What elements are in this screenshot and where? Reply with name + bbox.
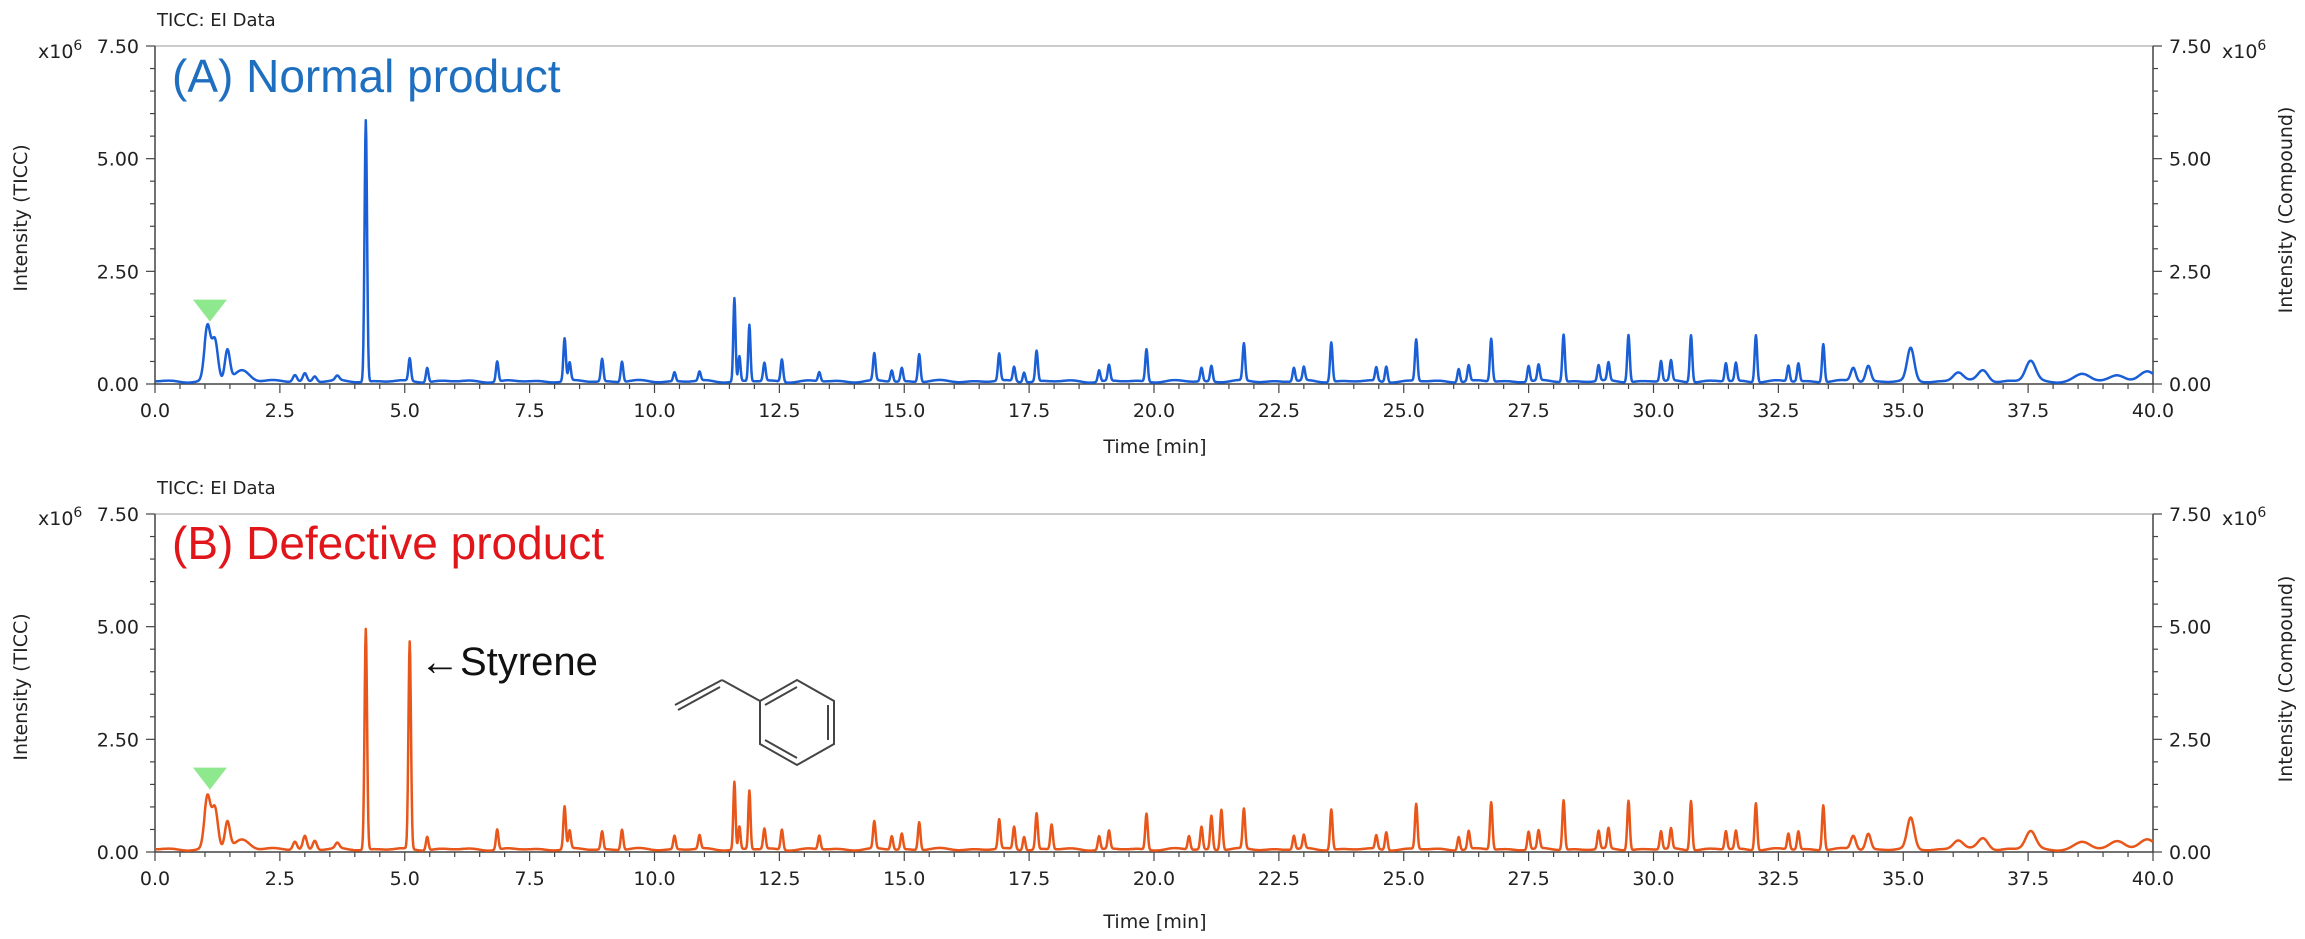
x-tick-label: 27.5: [1507, 868, 1549, 890]
x-tick-label: 22.5: [1258, 868, 1300, 890]
ring-double-bond: [764, 686, 798, 706]
y-multiplier-left: x106: [38, 505, 82, 530]
y-tick-label-right: 2.50: [2169, 261, 2211, 283]
y-tick-label-right: 0.00: [2169, 842, 2211, 864]
benzene-ring: [759, 678, 835, 767]
green-triangle-marker: [192, 767, 227, 790]
y-multiplier-left: x106: [38, 38, 82, 63]
x-tick-label: 37.5: [2007, 400, 2049, 422]
y-multiplier-right: x106: [2222, 38, 2266, 63]
x-tick-label: 22.5: [1258, 400, 1300, 422]
y-tick-label-left: 5.00: [97, 617, 139, 639]
green-triangle-marker: [192, 299, 227, 322]
y-axis-title-left: Intensity (TICC): [10, 144, 32, 291]
y-tick-label-left: 7.50: [97, 504, 139, 526]
y-multiplier-right: x106: [2222, 505, 2266, 530]
y-multiplier-base: x10: [2222, 41, 2257, 63]
x-tick-label: 25.0: [1383, 868, 1425, 890]
vinyl-double-bond: [674, 679, 723, 706]
x-axis-title: Time [min]: [1102, 436, 1206, 458]
y-multiplier-base: x10: [38, 41, 73, 63]
chart-b-svg: TICC: EI Data (B) Defective product x106…: [10, 478, 2297, 933]
x-tick-label: 35.0: [1882, 868, 1924, 890]
y-tick-label-right: 5.00: [2169, 617, 2211, 639]
y-tick-label-left: 2.50: [97, 729, 139, 751]
x-tick-label: 0.0: [140, 868, 170, 890]
series-line: [154, 627, 2154, 852]
chart-title: (B) Defective product: [172, 517, 604, 569]
y-multiplier-exponent: 6: [73, 38, 82, 54]
y-axis-title-right: Intensity (Compound): [2275, 107, 2297, 314]
x-tick-label: 12.5: [758, 400, 800, 422]
x-tick-label: 5.0: [390, 400, 420, 422]
y-tick-label-right: 0.00: [2169, 374, 2211, 396]
x-tick-label: 20.0: [1133, 868, 1175, 890]
x-tick-label: 32.5: [1757, 400, 1799, 422]
styrene-structure-icon: [674, 678, 835, 767]
styrene-annotation: ←Styrene: [420, 640, 598, 684]
y-tick-label-left: 7.50: [97, 36, 139, 58]
y-tick-label-left: 0.00: [97, 842, 139, 864]
x-tick-label: 15.0: [883, 400, 925, 422]
x-tick-label: 0.0: [140, 400, 170, 422]
y-axis-title-left: Intensity (TICC): [10, 613, 32, 760]
y-tick-label-right: 7.50: [2169, 504, 2211, 526]
x-tick-label: 27.5: [1507, 400, 1549, 422]
x-tick-label: 10.0: [633, 400, 675, 422]
x-tick-label: 40.0: [2132, 400, 2174, 422]
y-axis-title-right: Intensity (Compound): [2275, 576, 2297, 783]
y-multiplier-exponent: 6: [73, 505, 82, 521]
y-tick-label-right: 2.50: [2169, 729, 2211, 751]
series-line: [154, 119, 2154, 384]
chart-a-svg: TICC: EI Data (A) Normal product x106 x1…: [10, 10, 2297, 458]
y-multiplier-exponent: 6: [2257, 38, 2266, 54]
x-tick-label: 25.0: [1383, 400, 1425, 422]
x-tick-label: 17.5: [1008, 868, 1050, 890]
data-source-label: TICC: EI Data: [156, 478, 276, 499]
y-tick-label-left: 0.00: [97, 374, 139, 396]
x-tick-label: 40.0: [2132, 868, 2174, 890]
x-tick-label: 2.5: [265, 868, 295, 890]
y-multiplier-base: x10: [38, 508, 73, 530]
chromatogram-panel-a: TICC: EI Data (A) Normal product x106 x1…: [0, 0, 2305, 469]
x-tick-label: 2.5: [265, 400, 295, 422]
x-tick-label: 35.0: [1882, 400, 1924, 422]
x-tick-label: 12.5: [758, 868, 800, 890]
x-axis-title: Time [min]: [1102, 911, 1206, 933]
y-tick-label-left: 2.50: [97, 261, 139, 283]
vinyl-bond: [721, 679, 761, 702]
x-tick-label: 37.5: [2007, 868, 2049, 890]
x-tick-label: 17.5: [1008, 400, 1050, 422]
y-multiplier-base: x10: [2222, 508, 2257, 530]
y-multiplier-exponent: 6: [2257, 505, 2266, 521]
x-tick-label: 5.0: [390, 868, 420, 890]
x-tick-label: 32.5: [1757, 868, 1799, 890]
y-tick-label-right: 7.50: [2169, 36, 2211, 58]
x-tick-label: 30.0: [1632, 868, 1674, 890]
y-tick-label-left: 5.00: [97, 149, 139, 171]
vinyl-double-bond: [677, 686, 721, 711]
x-tick-label: 7.5: [515, 400, 545, 422]
ring-double-bond: [764, 739, 798, 759]
data-source-label: TICC: EI Data: [156, 10, 276, 31]
chromatogram-panel-b: TICC: EI Data (B) Defective product x106…: [0, 469, 2305, 938]
x-tick-label: 7.5: [515, 868, 545, 890]
x-tick-label: 10.0: [633, 868, 675, 890]
x-tick-label: 30.0: [1632, 400, 1674, 422]
x-tick-label: 15.0: [883, 868, 925, 890]
y-tick-label-right: 5.00: [2169, 149, 2211, 171]
x-tick-label: 20.0: [1133, 400, 1175, 422]
chart-title: (A) Normal product: [172, 50, 561, 102]
